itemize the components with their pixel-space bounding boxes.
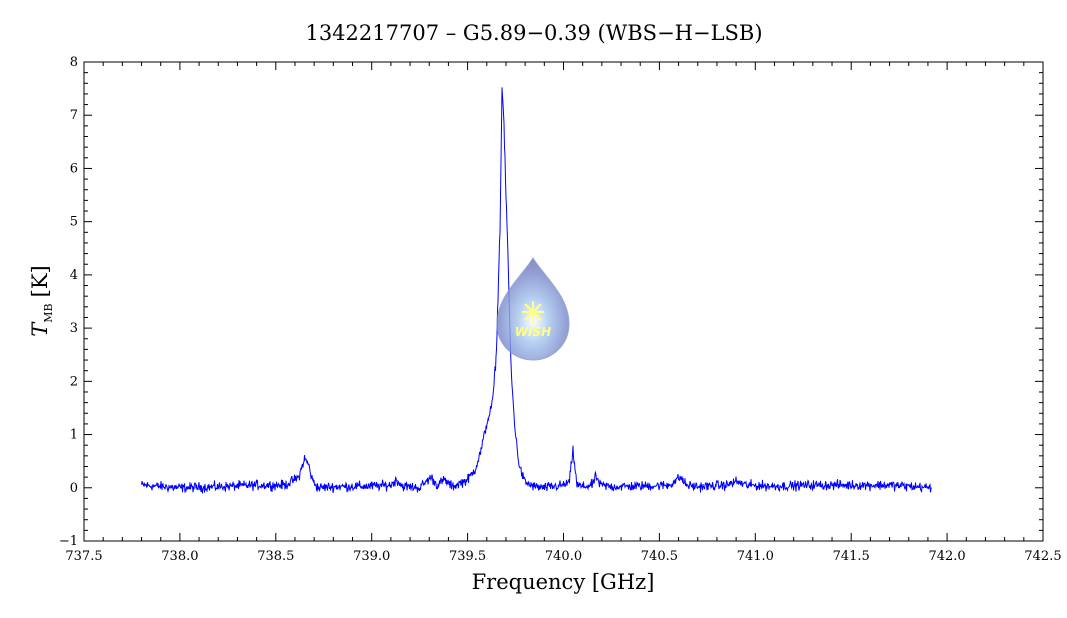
x-tick-label: 739.5	[449, 549, 486, 564]
y-tick-label: −1	[59, 534, 78, 549]
x-tick-label: 739.0	[353, 549, 390, 564]
y-tick-label: 1	[70, 428, 78, 443]
x-tick-label: 738.0	[161, 549, 198, 564]
wish-logo: WISH	[496, 257, 570, 361]
y-tick-label: 2	[70, 374, 78, 389]
x-axis-label: Frequency [GHz]	[472, 570, 655, 594]
star-icon	[522, 301, 544, 323]
y-tick-label: 8	[70, 55, 78, 70]
spectrum-line	[141, 87, 932, 495]
y-tick-label: 0	[70, 481, 78, 496]
x-tick-label: 740.0	[545, 549, 582, 564]
y-tick-label: 6	[70, 161, 78, 176]
x-tick-label: 740.5	[641, 549, 678, 564]
y-tick-label: 3	[70, 321, 78, 336]
y-tick-label: 5	[70, 215, 78, 230]
x-tick-label: 738.5	[257, 549, 294, 564]
x-tick-labels: 737.5 738.0 738.5 739.0 739.5 740.0 740.5 741.0…	[65, 549, 1061, 564]
x-tick-label: 742.5	[1024, 549, 1061, 564]
y-axis-label-symbol: T	[28, 321, 52, 337]
x-tick-label: 737.5	[65, 549, 102, 564]
plot-frame	[83, 61, 1044, 542]
chart-title: 1342217707 – G5.89−0.39 (WBS−H−LSB)	[305, 21, 762, 45]
y-axis-label: TMB [K]	[28, 265, 55, 336]
svg-text:TMB[K]: TMB [K]	[28, 265, 55, 336]
y-tick-label: 4	[70, 268, 78, 283]
y-tick-label: 7	[70, 108, 78, 123]
y-tick-labels: −1 0 1 2 3 4 5 6 7 8	[59, 55, 78, 549]
x-tick-label: 741.0	[737, 549, 774, 564]
x-tick-label: 741.5	[833, 549, 870, 564]
wish-text: WISH	[515, 325, 551, 339]
x-tick-label: 742.0	[928, 549, 965, 564]
y-axis-label-subscript: MB	[42, 303, 55, 322]
y-axis-label-unit: [K]	[28, 265, 52, 297]
